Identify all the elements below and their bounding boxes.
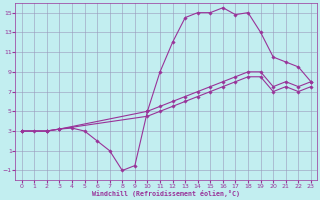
X-axis label: Windchill (Refroidissement éolien,°C): Windchill (Refroidissement éolien,°C) <box>92 190 240 197</box>
